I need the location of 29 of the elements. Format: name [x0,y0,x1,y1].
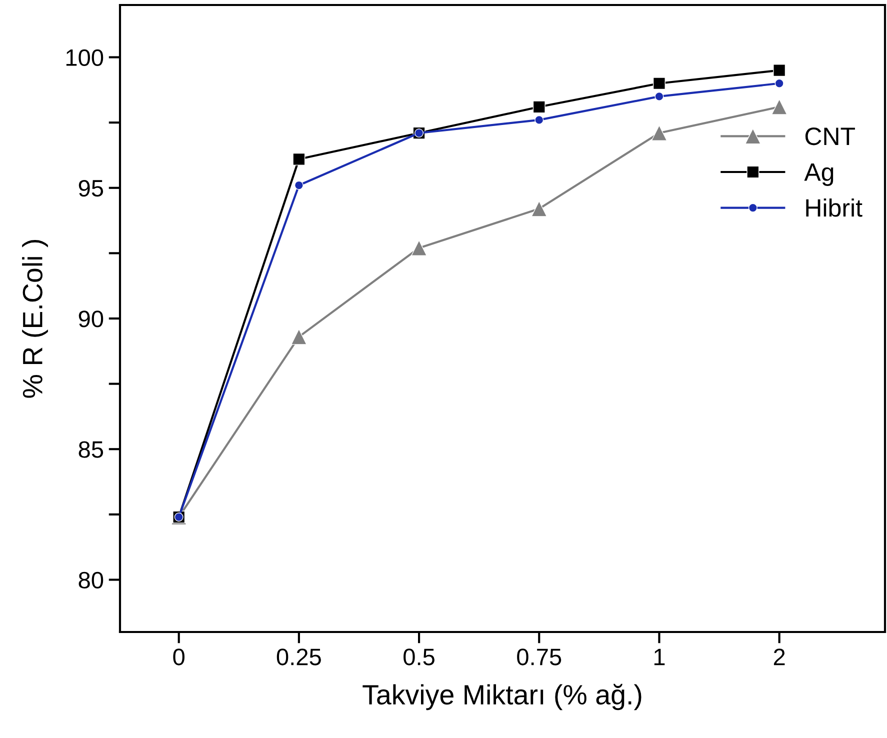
legend-label: CNT [805,127,855,146]
x-tick-label: 0 [173,648,184,666]
point [771,98,788,115]
point [411,240,428,256]
point [654,92,664,101]
legend-label: Hibrit [806,198,862,217]
x-axis-title: Takviye Miktarı (% ağ.) [362,684,642,710]
y-axis-title: % R (E.Coli ) [22,240,48,398]
x-tick-label: 0.5 [404,648,434,666]
point [651,125,668,141]
y-tick-label: 85 [78,441,104,458]
point [532,100,546,114]
point [292,152,306,166]
point [652,77,666,90]
y-tick-label: 80 [78,572,104,589]
y-tick-label: 95 [78,180,104,197]
point [774,78,784,88]
point [290,328,307,345]
x-tick-label: 0.25 [276,648,321,666]
point [773,64,786,77]
x-tick-label: 2 [774,648,785,666]
x-tick-label: 1 [654,648,665,666]
point [534,115,544,124]
y-tick-label: 90 [78,310,104,328]
y-tick-label: 100 [66,49,104,66]
point [531,200,548,217]
x-tick-label: 0.75 [517,648,562,666]
legend-label: Ag [804,164,834,186]
point [294,180,304,190]
